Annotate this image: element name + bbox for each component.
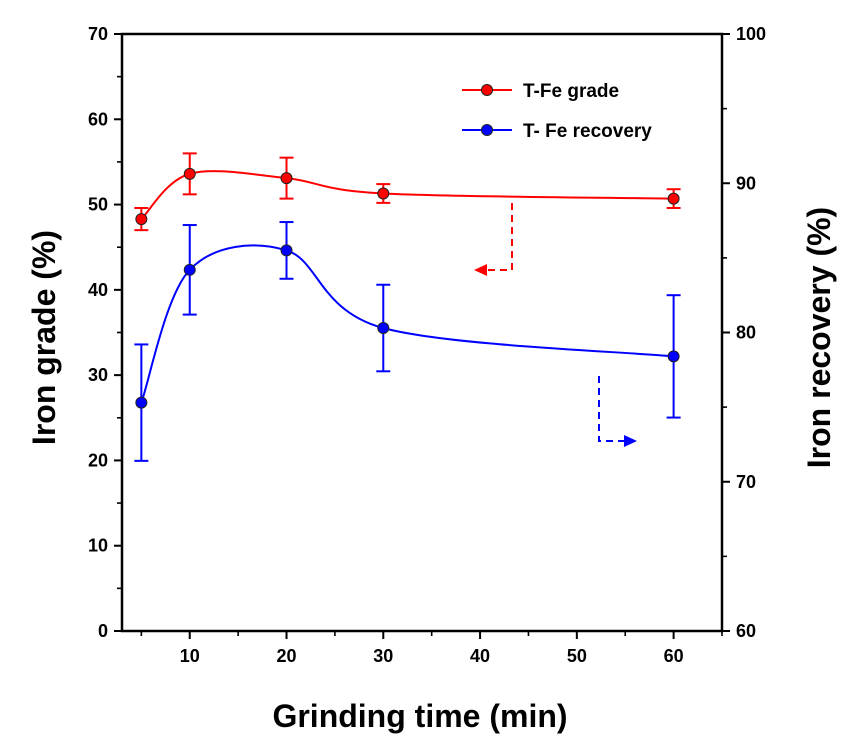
data-point — [667, 192, 680, 205]
x-tick-label: 60 — [664, 646, 684, 666]
series-line — [140, 244, 674, 403]
y-left-tick-label: 40 — [88, 280, 108, 300]
series-layer — [134, 152, 681, 462]
data-point — [183, 263, 196, 276]
series-line — [140, 170, 674, 220]
x-tick-label: 40 — [470, 646, 490, 666]
y-left-tick-label: 60 — [88, 109, 108, 129]
x-axis-title: Grinding time (min) — [272, 698, 567, 734]
grade-arrow-head — [474, 264, 487, 276]
series-grade — [134, 152, 681, 232]
y-axis-right-title: Iron recovery (%) — [801, 207, 837, 468]
data-point — [377, 322, 390, 335]
y-left-tick-label: 30 — [88, 365, 108, 385]
data-point — [135, 396, 148, 409]
data-point — [280, 172, 293, 185]
data-point — [377, 187, 390, 200]
x-tick-label: 20 — [277, 646, 297, 666]
recovery-arrow-head — [624, 435, 637, 447]
y-left-tick-label: 10 — [88, 536, 108, 556]
legend-marker — [481, 124, 493, 136]
data-point — [667, 350, 680, 363]
y-left-tick-label: 0 — [98, 621, 108, 641]
y-right-tick-label: 100 — [736, 24, 766, 44]
data-point — [183, 167, 196, 180]
recovery-axis-arrow — [598, 376, 624, 442]
y-right-tick-label: 60 — [736, 621, 756, 641]
grade-axis-arrow — [486, 203, 513, 271]
y-left-tick-label: 50 — [88, 195, 108, 215]
legend-label: T- Fe recovery — [523, 121, 652, 142]
legend-label: T-Fe grade — [523, 81, 619, 102]
y-left-tick-label: 20 — [88, 450, 108, 470]
axes: 10 20 30 40 50 60 0 10 20 30 40 50 60 70 60 70 80 90 100 — [88, 24, 766, 666]
data-point — [135, 213, 148, 226]
y-left-tick-label: 70 — [88, 24, 108, 44]
y-right-tick-label: 80 — [736, 323, 756, 343]
y-right-tick-label: 90 — [736, 173, 756, 193]
axis-indicator-arrows — [474, 203, 637, 447]
y-right-tick-label: 70 — [736, 472, 756, 492]
x-tick-label: 30 — [373, 646, 393, 666]
series-recovery — [134, 221, 681, 462]
data-point — [280, 244, 293, 257]
legend: T-Fe grade T- Fe recovery — [462, 81, 652, 142]
legend-marker — [481, 84, 493, 96]
x-tick-label: 10 — [180, 646, 200, 666]
x-tick-label: 50 — [567, 646, 587, 666]
y-axis-left-title: Iron grade (%) — [26, 230, 62, 445]
